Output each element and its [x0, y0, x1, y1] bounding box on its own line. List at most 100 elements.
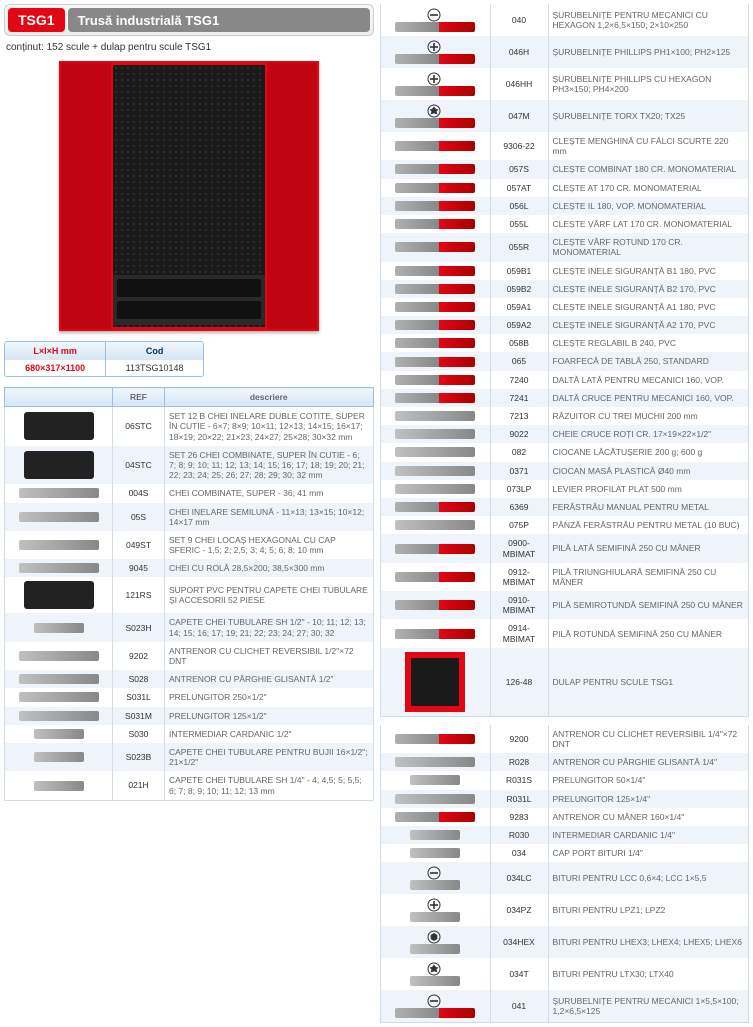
- tool-image: [395, 242, 475, 252]
- ref-cell: 0910-MBIMAT: [490, 591, 548, 619]
- desc-cell: PILĂ ROTUNDĂ SEMIFINĂ 250 CU MÂNER: [548, 619, 749, 647]
- table-row: 021HCAPETE CHEI TUBULARE SH 1/4" - 4; 4,…: [5, 771, 374, 800]
- tool-image: [395, 734, 475, 744]
- tool-image: [395, 447, 475, 457]
- ref-cell: 0914-MBIMAT: [490, 619, 548, 647]
- table-row: 034PZBITURI PENTRU LPZ1; LPZ2: [380, 894, 749, 926]
- phillips-icon: [427, 898, 441, 912]
- tool-image: [395, 338, 475, 348]
- tool-image: [395, 164, 475, 174]
- tool-image: [410, 775, 460, 785]
- desc-cell: FERĂSTRĂU MANUAL PENTRU METAL: [548, 498, 749, 516]
- tool-image: [395, 484, 475, 494]
- ref-cell: R031L: [490, 790, 548, 808]
- ref-cell: 9045: [113, 559, 165, 577]
- ref-cell: 7241: [490, 389, 548, 407]
- ref-cell: 082: [490, 443, 548, 461]
- desc-cell: CAPETE CHEI TUBULARE SH 1/2" - 10; 11; 1…: [165, 613, 374, 641]
- tool-image: [395, 429, 475, 439]
- tool-image: [395, 812, 475, 822]
- desc-cell: DULAP PENTRU SCULE TSG1: [548, 648, 749, 717]
- ref-cell: 9200: [490, 725, 548, 753]
- ref-cell: 0371: [490, 462, 548, 480]
- table-row: R031SPRELUNGITOR 50×1/4": [380, 771, 749, 789]
- table-row: 034TBITURI PENTRU LTX30; LTX40: [380, 958, 749, 990]
- desc-cell: CLEȘTE MENGHINĂ CU FĂLCI SCURTE 220 mm: [548, 132, 749, 160]
- tool-image: [34, 752, 84, 762]
- tool-image: [395, 118, 475, 128]
- table-row: 049STSET 9 CHEI LOCAȘ HEXAGONAL CU CAP S…: [5, 531, 374, 559]
- tool-image: [395, 502, 475, 512]
- ref-cell: 004S: [113, 484, 165, 502]
- desc-cell: CLEȘTE COMBINAT 180 CR. MONOMATERIAL: [548, 160, 749, 178]
- desc-cell: CLEȘTE VÂRF LAT 170 CR. MONOMATERIAL: [548, 215, 749, 233]
- desc-cell: CAPETE CHEI TUBULARE SH 1/4" - 4; 4,5; 5…: [165, 771, 374, 800]
- desc-cell: SUPORT PVC PENTRU CAPETE CHEI TUBULARE Ș…: [165, 577, 374, 613]
- tool-image: [395, 757, 475, 767]
- table-row: 126-48DULAP PENTRU SCULE TSG1: [380, 648, 749, 717]
- ref-cell: 056L: [490, 197, 548, 215]
- tool-image: [395, 219, 475, 229]
- tool-image: [24, 412, 94, 440]
- table-row: 0900-MBIMATPILĂ LATĂ SEMIFINĂ 250 CU MÂN…: [380, 534, 749, 562]
- desc-cell: CLEȘTE INELE SIGURANȚĂ A1 180, PVC: [548, 298, 749, 316]
- table-row: S031MPRELUNGITOR 125×1/2": [5, 707, 374, 725]
- desc-cell: CLEȘTE INELE SIGURANȚĂ B1 180, PVC: [548, 262, 749, 280]
- tool-image: [395, 54, 475, 64]
- desc-cell: CHEI COMBINATE, SUPER - 36; 41 mm: [165, 484, 374, 502]
- desc-cell: ANTRENOR CU PÂRGHIE GLISANTĂ 1/4": [548, 753, 749, 771]
- ref-cell: 057AT: [490, 179, 548, 197]
- desc-cell: PÂNZĂ FERĂSTRĂU PENTRU METAL (10 BUC): [548, 516, 749, 534]
- hex-icon: [427, 930, 441, 944]
- desc-cell: ANTRENOR CU PÂRGHIE GLISANTĂ 1/2": [165, 670, 374, 688]
- table-row: S028ANTRENOR CU PÂRGHIE GLISANTĂ 1/2": [5, 670, 374, 688]
- ref-cell: 034PZ: [490, 894, 548, 926]
- ref-cell: 065: [490, 352, 548, 370]
- ref-cell: 034HEX: [490, 926, 548, 958]
- tool-image: [19, 540, 99, 550]
- tool-image: [395, 284, 475, 294]
- dimensions-table: L×l×H mm Cod 680×317×1100 113TSG10148: [4, 341, 204, 377]
- table-row: 034CAP PORT BITURI 1/4": [380, 844, 749, 862]
- ref-cell: 049ST: [113, 531, 165, 559]
- ref-cell: 034LC: [490, 862, 548, 894]
- tool-image: [19, 711, 99, 721]
- desc-cell: SET 9 CHEI LOCAȘ HEXAGONAL CU CAP SFERIC…: [165, 531, 374, 559]
- ref-cell: 9306-22: [490, 132, 548, 160]
- table-row: 065FOARFECĂ DE TABLĂ 250, STANDARD: [380, 352, 749, 370]
- ref-cell: 06STC: [113, 407, 165, 446]
- tool-image: [34, 729, 84, 739]
- tool-image: [410, 912, 460, 922]
- table-row: 058BCLEȘTE REGLABIL B 240, PVC: [380, 334, 749, 352]
- ref-cell: 05S: [113, 503, 165, 531]
- desc-cell: CLEȘTE IL 180, VOP. MONOMATERIAL: [548, 197, 749, 215]
- desc-cell: CHEI CU ROLĂ 28,5×200; 38,5×300 mm: [165, 559, 374, 577]
- table-row: 082CIOCANE LĂCĂTUȘERIE 200 g; 600 g: [380, 443, 749, 461]
- desc-cell: INTERMEDIAR CARDANIC 1/4": [548, 826, 749, 844]
- ref-cell: 073LP: [490, 480, 548, 498]
- desc-cell: RĂZUITOR CU TREI MUCHII 200 mm: [548, 407, 749, 425]
- desc-cell: CHEI INELARE SEMILUNĂ - 11×13; 13×15; 10…: [165, 503, 374, 531]
- left-content-table: REF descriere 06STCSET 12 B CHEI INELARE…: [4, 387, 374, 801]
- table-row: S023HCAPETE CHEI TUBULARE SH 1/2" - 10; …: [5, 613, 374, 641]
- tool-image: [24, 451, 94, 479]
- tool-image: [19, 488, 99, 498]
- table-row: 121RSSUPORT PVC PENTRU CAPETE CHEI TUBUL…: [5, 577, 374, 613]
- desc-cell: CAP PORT BITURI 1/4": [548, 844, 749, 862]
- desc-cell: PILĂ SEMIROTUNDĂ SEMIFINĂ 250 CU MÂNER: [548, 591, 749, 619]
- tool-image: [395, 320, 475, 330]
- desc-cell: CLEȘTE INELE SIGURANȚĂ B2 170, PVC: [548, 280, 749, 298]
- table-row: 059A2CLEȘTE INELE SIGURANȚĂ A2 170, PVC: [380, 316, 749, 334]
- col-desc: descriere: [165, 388, 374, 407]
- desc-cell: CIOCAN MASĂ PLASTICĂ Ø40 mm: [548, 462, 749, 480]
- torx-icon: [427, 104, 441, 118]
- desc-cell: BITURI PENTRU LPZ1; LPZ2: [548, 894, 749, 926]
- desc-cell: FOARFECĂ DE TABLĂ 250, STANDARD: [548, 352, 749, 370]
- cabinet-thumb: [405, 652, 465, 712]
- dims-header-dims: L×l×H mm: [5, 342, 106, 360]
- desc-cell: ANTRENOR CU CLICHET REVERSIBIL 1/4"×72 D…: [548, 725, 749, 753]
- tool-image: [19, 651, 99, 661]
- tool-image: [395, 393, 475, 403]
- ref-cell: R031S: [490, 771, 548, 789]
- desc-cell: SET 12 B CHEI INELARE DUBLE COTITE, SUPE…: [165, 407, 374, 446]
